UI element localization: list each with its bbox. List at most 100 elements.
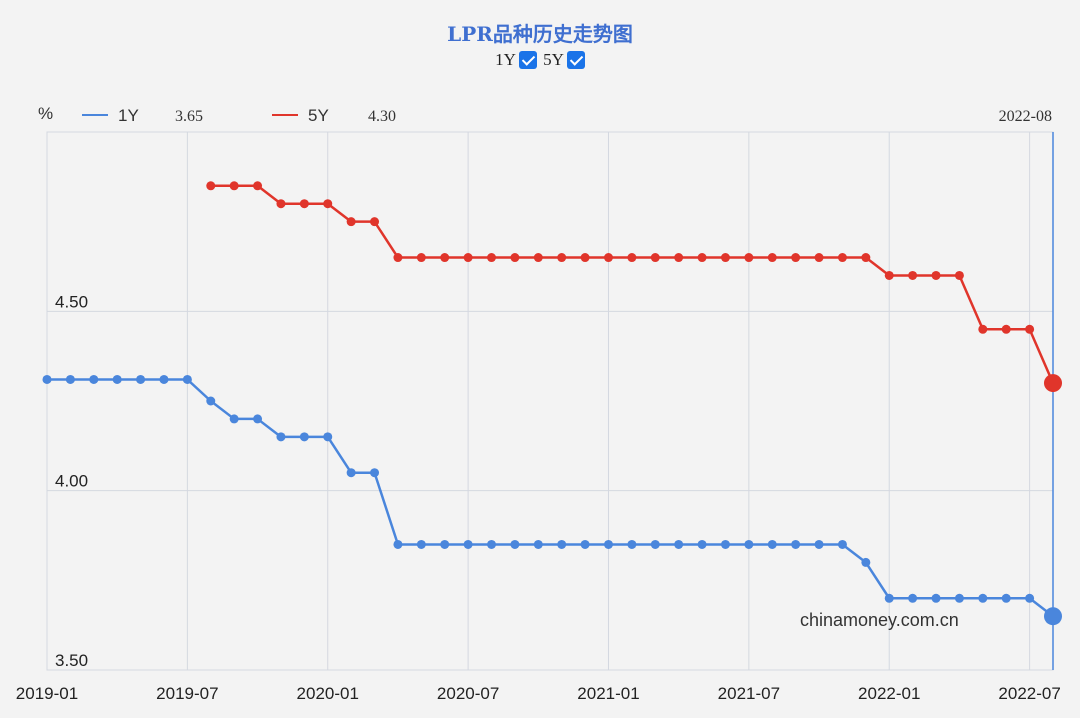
series-layer — [42, 181, 1062, 626]
series-1y-point — [533, 539, 543, 549]
toggle-1y[interactable]: 1Y — [495, 50, 537, 70]
series-1y-point — [720, 539, 730, 549]
series-5y-point — [791, 253, 801, 263]
series-5y-point — [229, 181, 239, 191]
checkbox-checked-icon[interactable] — [566, 51, 585, 69]
y-tick-label: 3.50 — [55, 651, 88, 670]
series-1y-point — [182, 374, 192, 384]
unit-label: % — [38, 104, 53, 123]
series-5y-point — [533, 253, 543, 263]
x-tick-label: 2022-01 — [858, 684, 920, 703]
x-tick-label: 2020-07 — [437, 684, 499, 703]
series-1y-point — [861, 557, 871, 567]
series-1y-point — [650, 539, 660, 549]
series-5y-point — [276, 199, 286, 209]
series-1y-point — [1025, 593, 1035, 603]
series-1y-line — [47, 378, 1054, 618]
plot-area-border — [46, 131, 1054, 671]
series-5y-point — [393, 253, 403, 263]
series-5y-point — [978, 324, 988, 334]
series-1y-point — [603, 539, 613, 549]
series-5y-point — [814, 253, 824, 263]
series-5y-point — [861, 253, 871, 263]
series-5y-point — [416, 253, 426, 263]
series-1y-point — [674, 539, 684, 549]
series-5y-point — [206, 181, 216, 191]
series-5y-point — [1001, 324, 1011, 334]
series-1y-point — [954, 593, 964, 603]
series-1y-point — [42, 374, 52, 384]
series-1y-point — [229, 414, 239, 424]
series-5y-point — [299, 199, 309, 209]
series-5y-point — [697, 253, 707, 263]
legend-1y-name: 1Y — [118, 106, 139, 125]
x-axis-ticks: 2019-01 2019-07 2020-01 2020-07 2021-01 2021-… — [16, 684, 1061, 703]
cursor-date: 2022-08 — [999, 108, 1052, 125]
series-1y-point — [253, 414, 263, 424]
series-5y-point — [767, 253, 777, 263]
series-1y-point — [978, 593, 988, 603]
series-5y-point — [370, 217, 380, 227]
series-1y-point — [65, 374, 75, 384]
x-tick-label: 2021-01 — [577, 684, 639, 703]
series-5y-point — [674, 253, 684, 263]
series-1y-point — [206, 396, 216, 406]
series-1y-point — [510, 539, 520, 549]
series-5y-point — [440, 253, 450, 263]
series-1y-highlight-point — [1044, 607, 1062, 626]
legend-item-1y[interactable]: 1Y 3.65 — [82, 106, 203, 125]
series-1y-point — [112, 374, 122, 384]
series-1y-point — [1001, 593, 1011, 603]
y-axis-ticks: 3.50 4.00 4.50 — [55, 292, 88, 670]
toggle-5y-label: 5Y — [543, 50, 564, 69]
series-5y-highlight-point — [1044, 374, 1062, 393]
legend-item-5y[interactable]: 5Y 4.30 — [272, 106, 396, 125]
y-tick-label: 4.00 — [55, 472, 88, 491]
series-1y-point — [323, 432, 333, 442]
series-1y-point — [370, 468, 380, 478]
series-5y-point — [837, 253, 847, 263]
legend-1y-value: 3.65 — [175, 108, 203, 125]
series-1y-point — [884, 593, 894, 603]
series-1y-point — [557, 539, 567, 549]
x-tick-label: 2021-07 — [718, 684, 780, 703]
series-1y-point — [463, 539, 473, 549]
series-1y-point — [276, 432, 286, 442]
series-5y-point — [253, 181, 263, 191]
series-5y-point — [463, 253, 473, 263]
series-1y-point — [767, 539, 777, 549]
series-1y-point — [837, 539, 847, 549]
series-1y-point — [931, 593, 941, 603]
series-1y-point — [487, 539, 497, 549]
checkbox-checked-icon[interactable] — [518, 51, 537, 69]
series-1y-point — [814, 539, 824, 549]
legend-5y-name: 5Y — [308, 106, 329, 125]
series-1y-point — [159, 374, 169, 384]
toggle-5y[interactable]: 5Y — [543, 50, 585, 70]
chart-grid — [46, 131, 1054, 671]
series-1y-point — [627, 539, 637, 549]
x-tick-label: 2020-01 — [297, 684, 359, 703]
series-5y-point — [323, 199, 333, 209]
series-1y-point — [89, 374, 99, 384]
x-tick-label: 2022-07 — [998, 684, 1060, 703]
series-5y-point — [557, 253, 567, 263]
series-5y-line — [210, 184, 1055, 384]
x-tick-label: 2019-07 — [156, 684, 218, 703]
series-5y-point — [1025, 324, 1035, 334]
series-5y-point — [487, 253, 497, 263]
series-5y-point — [908, 270, 918, 280]
chart-title: LPR品种历史走势图 — [447, 22, 633, 46]
series-1y-point — [440, 539, 450, 549]
series-1y-point — [136, 374, 146, 384]
toggle-1y-label: 1Y — [495, 50, 516, 69]
series-5y-point — [603, 253, 613, 263]
series-1y-point — [416, 539, 426, 549]
y-tick-label: 4.50 — [55, 292, 88, 311]
series-1y-point — [791, 539, 801, 549]
series-5y-point — [580, 253, 590, 263]
series-1y-point — [580, 539, 590, 549]
series-1y-point — [346, 468, 356, 478]
series-5y-point — [931, 270, 941, 280]
